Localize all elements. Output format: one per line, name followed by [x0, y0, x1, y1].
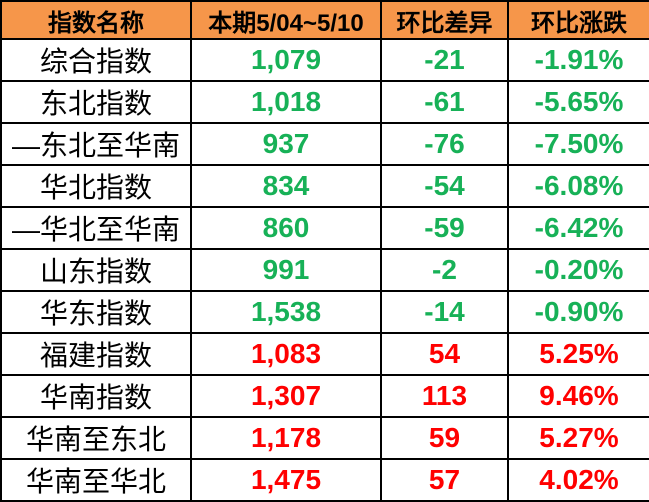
current-value-cell: 1,307 [190, 374, 382, 418]
header-cell-pct: 环比涨跌 [507, 0, 649, 40]
header-cell-diff: 环比差异 [380, 0, 509, 40]
diff-cell: 57 [380, 458, 509, 502]
header-row: 指数名称 本期5/04~5/10 环比差异 环比涨跌 [0, 0, 649, 40]
index-name-cell: 华南至东北 [0, 416, 192, 460]
index-name-cell: 东北指数 [0, 80, 192, 124]
pct-cell: -1.91% [507, 38, 649, 82]
current-value-cell: 1,178 [190, 416, 382, 460]
current-value-cell: 1,475 [190, 458, 382, 502]
current-value-cell: 1,083 [190, 332, 382, 376]
pct-cell: -6.42% [507, 206, 649, 250]
table-row: 福建指数 1,083 54 5.25% [0, 332, 649, 376]
pct-cell: 4.02% [507, 458, 649, 502]
pct-cell: 9.46% [507, 374, 649, 418]
diff-cell: -14 [380, 290, 509, 334]
pct-cell: -0.90% [507, 290, 649, 334]
index-name-cell: 山东指数 [0, 248, 192, 292]
table-row: 华东指数 1,538 -14 -0.90% [0, 290, 649, 334]
diff-cell: -2 [380, 248, 509, 292]
diff-cell: -59 [380, 206, 509, 250]
pct-cell: -5.65% [507, 80, 649, 124]
header-cell-index-name: 指数名称 [0, 0, 192, 40]
table-row: 综合指数 1,079 -21 -1.91% [0, 38, 649, 82]
current-value-cell: 991 [190, 248, 382, 292]
table-row: 华南至东北 1,178 59 5.27% [0, 416, 649, 460]
index-name-cell: 华南指数 [0, 374, 192, 418]
current-value-cell: 834 [190, 164, 382, 208]
table-row: 东北指数 1,018 -61 -5.65% [0, 80, 649, 124]
current-value-cell: 1,538 [190, 290, 382, 334]
index-name-cell: —东北至华南 [0, 122, 192, 166]
index-name-cell: 华东指数 [0, 290, 192, 334]
pct-cell: -6.08% [507, 164, 649, 208]
index-name-cell: —华北至华南 [0, 206, 192, 250]
pct-cell: -0.20% [507, 248, 649, 292]
index-name-cell: 综合指数 [0, 38, 192, 82]
diff-cell: -76 [380, 122, 509, 166]
diff-cell: -61 [380, 80, 509, 124]
table-row: 华北指数 834 -54 -6.08% [0, 164, 649, 208]
table-row: 山东指数 991 -2 -0.20% [0, 248, 649, 292]
current-value-cell: 1,079 [190, 38, 382, 82]
table-row: —东北至华南 937 -76 -7.50% [0, 122, 649, 166]
pct-cell: 5.27% [507, 416, 649, 460]
current-value-cell: 937 [190, 122, 382, 166]
pct-cell: -7.50% [507, 122, 649, 166]
diff-cell: 113 [380, 374, 509, 418]
index-name-cell: 福建指数 [0, 332, 192, 376]
index-name-cell: 华北指数 [0, 164, 192, 208]
diff-cell: -54 [380, 164, 509, 208]
table-row: —华北至华南 860 -59 -6.42% [0, 206, 649, 250]
current-value-cell: 860 [190, 206, 382, 250]
header-cell-period: 本期5/04~5/10 [190, 0, 382, 40]
diff-cell: 54 [380, 332, 509, 376]
table-row: 华南指数 1,307 113 9.46% [0, 374, 649, 418]
diff-cell: -21 [380, 38, 509, 82]
table-row: 华南至华北 1,475 57 4.02% [0, 458, 649, 502]
diff-cell: 59 [380, 416, 509, 460]
index-name-cell: 华南至华北 [0, 458, 192, 502]
current-value-cell: 1,018 [190, 80, 382, 124]
pct-cell: 5.25% [507, 332, 649, 376]
